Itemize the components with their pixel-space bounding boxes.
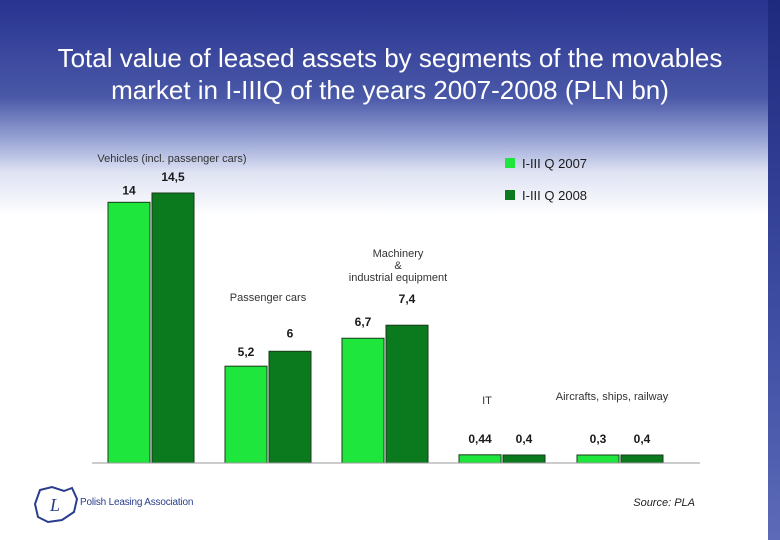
- category-label-3: IT: [482, 395, 492, 407]
- value-label-2007-0: 14: [122, 183, 136, 197]
- legend-swatch-2008: [505, 190, 515, 200]
- bar-2007-4: [576, 454, 620, 464]
- category-label-2: industrial equipment: [349, 272, 447, 284]
- value-label-2008-3: 0,4: [516, 432, 533, 446]
- bar-2008-3: [502, 454, 546, 464]
- bar-2008-1: [268, 350, 312, 464]
- category-label-2: Machinery: [373, 248, 424, 260]
- legend-swatch-2007: [505, 158, 515, 168]
- bar-2007-3: [458, 454, 502, 464]
- value-label-2008-2: 7,4: [399, 292, 416, 306]
- category-label-1: Passenger cars: [230, 292, 307, 304]
- category-label-0: Vehicles (incl. passenger cars): [97, 153, 246, 165]
- value-label-2007-3: 0,44: [468, 432, 492, 446]
- bar-2008-0: [151, 192, 195, 464]
- bar-2008-4: [620, 454, 664, 464]
- logo-map-icon: [33, 485, 79, 524]
- bar-2007-0: [107, 201, 151, 464]
- page-title: Total value of leased assets by segments…: [57, 43, 723, 105]
- logo-text: Polish Leasing Association: [80, 497, 194, 508]
- value-label-2007-4: 0,3: [590, 432, 607, 446]
- value-label-2007-2: 6,7: [355, 315, 372, 329]
- logo-letter: L: [49, 495, 60, 515]
- category-label-2: &: [394, 260, 402, 272]
- bar-2007-1: [224, 365, 268, 464]
- pla-logo: L: [33, 485, 79, 524]
- value-label-2008-1: 6: [287, 326, 294, 340]
- right-stripe: [768, 0, 780, 540]
- category-label-4: Aircrafts, ships, railway: [556, 391, 669, 403]
- value-label-2007-1: 5,2: [238, 345, 255, 359]
- legend-label-2008: I-III Q 2008: [522, 188, 587, 203]
- legend-label-2007: I-III Q 2007: [522, 156, 587, 171]
- bar-2008-2: [385, 324, 429, 464]
- bar-2007-2: [341, 337, 385, 464]
- source-note: Source: PLA: [633, 497, 695, 509]
- value-label-2008-4: 0,4: [634, 432, 651, 446]
- value-label-2008-0: 14,5: [161, 170, 185, 184]
